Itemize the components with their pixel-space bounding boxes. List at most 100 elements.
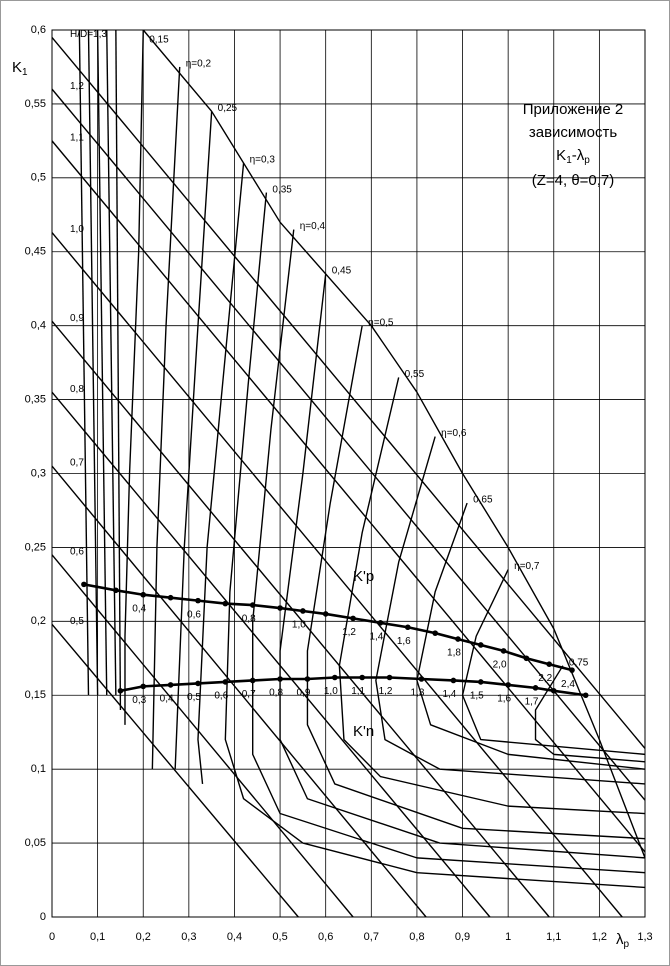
k-point	[195, 680, 201, 687]
k-point	[300, 608, 306, 614]
k-point-label: 0,4	[160, 694, 174, 705]
label-part: λ	[616, 931, 624, 948]
k-point	[167, 682, 174, 688]
title-formula: K1-λp	[556, 147, 590, 166]
y-tick-label: 0,45	[25, 246, 46, 258]
hd-line	[51, 623, 299, 918]
eta-label: η=0,5	[368, 317, 394, 328]
k-point	[332, 674, 338, 681]
k-point	[505, 682, 511, 688]
eta-line	[197, 162, 245, 785]
k-point-label: 0,3	[132, 695, 146, 706]
k-point-label: 0,9	[296, 688, 310, 699]
k-point-label: 2,4	[561, 679, 575, 690]
eta-line	[106, 29, 117, 696]
k-point-label: 1,5	[470, 691, 484, 702]
k-point	[113, 587, 119, 594]
k-point-label: 2,0	[493, 660, 507, 671]
eta-line	[87, 29, 99, 696]
y-tick-label: 0,55	[25, 98, 46, 110]
eta-label: η=0,3	[250, 155, 276, 166]
k-point	[350, 615, 356, 622]
k-point-label: 1,6	[397, 636, 411, 647]
k-point-label: 1,4	[442, 689, 456, 700]
k-point	[277, 676, 283, 682]
y-tick-label: 0,6	[31, 24, 46, 36]
x-axis-label: λp	[616, 931, 630, 950]
k-curve-label: K'n	[353, 723, 374, 740]
eta-label: 0,15	[149, 35, 169, 46]
eta-line	[461, 569, 646, 756]
k-curve-label: K'p	[353, 568, 374, 585]
k-point	[450, 677, 457, 684]
hd-line	[51, 320, 550, 918]
label-sub: p	[624, 939, 630, 950]
eta-label: 0,55	[405, 369, 425, 380]
x-tick-label: 1	[505, 931, 511, 943]
k-point	[322, 611, 329, 617]
x-tick-label: 0,7	[364, 931, 379, 943]
title-params: (Z=4, θ=0,7)	[532, 172, 615, 189]
k-point	[418, 676, 425, 682]
k-point	[277, 605, 283, 611]
eta-line	[416, 502, 646, 770]
hd-line	[51, 36, 646, 749]
k-point	[546, 661, 553, 668]
k-point-label: 0,5	[187, 692, 201, 703]
x-tick-label: 1,3	[637, 931, 652, 943]
label-part: K	[12, 59, 22, 76]
k-point	[432, 630, 438, 636]
k-point	[500, 648, 507, 654]
eta-label: 0,65	[473, 495, 493, 506]
eta-label: η=0,7	[514, 561, 540, 572]
hd-line	[51, 391, 491, 918]
k-point	[523, 655, 530, 662]
eta-line	[375, 436, 646, 785]
y-tick-label: 0,15	[25, 689, 46, 701]
hd-line	[51, 554, 354, 918]
k-point-label: 1,1	[351, 686, 365, 697]
x-tick-label: 0,4	[227, 931, 242, 943]
x-tick-label: 0,9	[455, 931, 470, 943]
k-point	[582, 692, 589, 699]
eta-line	[306, 325, 646, 840]
hd-label: 0,5	[70, 616, 84, 627]
k-point	[222, 679, 229, 685]
x-tick-label: 0,1	[90, 931, 105, 943]
x-tick-label: 0,5	[272, 931, 287, 943]
k-point	[140, 591, 147, 598]
k-point	[477, 679, 484, 685]
eta-label: 0,35	[272, 184, 292, 195]
k-point	[117, 688, 124, 694]
k-point-label: 1,2	[342, 627, 356, 638]
y-tick-label: 0,1	[31, 763, 46, 775]
x-tick-label: 1,2	[592, 931, 607, 943]
hd-label: 0,8	[70, 384, 84, 395]
k-point	[140, 683, 147, 690]
k-point-label: 0,7	[242, 689, 256, 700]
k-point-label: 1,7	[525, 696, 539, 707]
k-point	[477, 642, 484, 648]
k-point	[81, 581, 87, 588]
plot-border	[51, 29, 646, 918]
k-point	[569, 667, 575, 673]
envelope-line	[142, 29, 646, 859]
eta-line	[338, 377, 646, 815]
k-point	[405, 624, 411, 631]
k-point-label: 1,8	[447, 648, 461, 659]
k-curve	[83, 583, 573, 672]
formula-sub: p	[584, 155, 590, 166]
k-point	[249, 602, 256, 608]
hd-label: 1,0	[70, 224, 84, 235]
title-line: зависимость	[529, 124, 617, 141]
k-point	[532, 685, 539, 691]
k-point	[550, 688, 557, 694]
eta-label: η=0,2	[186, 59, 212, 70]
eta-label: 0,45	[332, 266, 352, 277]
k-point-label: 1,0	[292, 620, 306, 631]
k-point-label: 1,2	[379, 686, 393, 697]
eta-line	[224, 192, 646, 889]
k-point-label: 1,4	[369, 631, 383, 642]
